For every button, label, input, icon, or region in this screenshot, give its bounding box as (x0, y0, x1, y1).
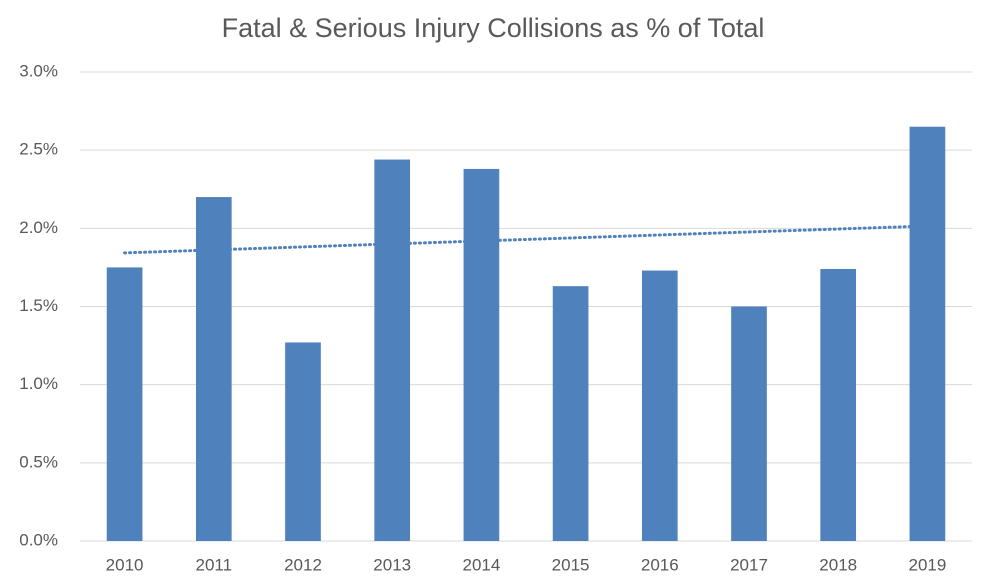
bar (106, 267, 143, 541)
bar (552, 286, 589, 541)
trendline (123, 224, 929, 255)
bar (195, 197, 232, 542)
bar (820, 268, 857, 541)
x-tick-label: 2013 (373, 555, 411, 574)
x-tick-label: 2012 (284, 555, 322, 574)
x-tick-label: 2016 (641, 555, 679, 574)
x-tick-label: 2018 (819, 555, 857, 574)
x-tick-label: 2014 (462, 555, 500, 574)
bar (285, 342, 321, 541)
y-tick-label: 1.0% (19, 374, 58, 393)
chart-title: Fatal & Serious Injury Collisions as % o… (222, 13, 765, 43)
bar (374, 159, 411, 541)
x-tick-label: 2011 (196, 555, 233, 574)
x-tick-label: 2010 (106, 555, 144, 574)
bar (641, 270, 678, 541)
bar (909, 126, 946, 541)
y-tick-label: 2.0% (19, 218, 58, 237)
x-tick-label: 2017 (730, 555, 768, 574)
y-tick-label: 0.0% (19, 530, 58, 549)
y-tick-label: 3.0% (19, 61, 58, 80)
bar (463, 168, 500, 541)
y-tick-label: 0.5% (19, 452, 58, 471)
x-tick-label: 2015 (552, 555, 590, 574)
x-tick-label: 2019 (908, 555, 946, 574)
y-tick-label: 2.5% (19, 140, 58, 159)
bar (731, 306, 767, 541)
y-tick-label: 1.5% (19, 296, 58, 315)
